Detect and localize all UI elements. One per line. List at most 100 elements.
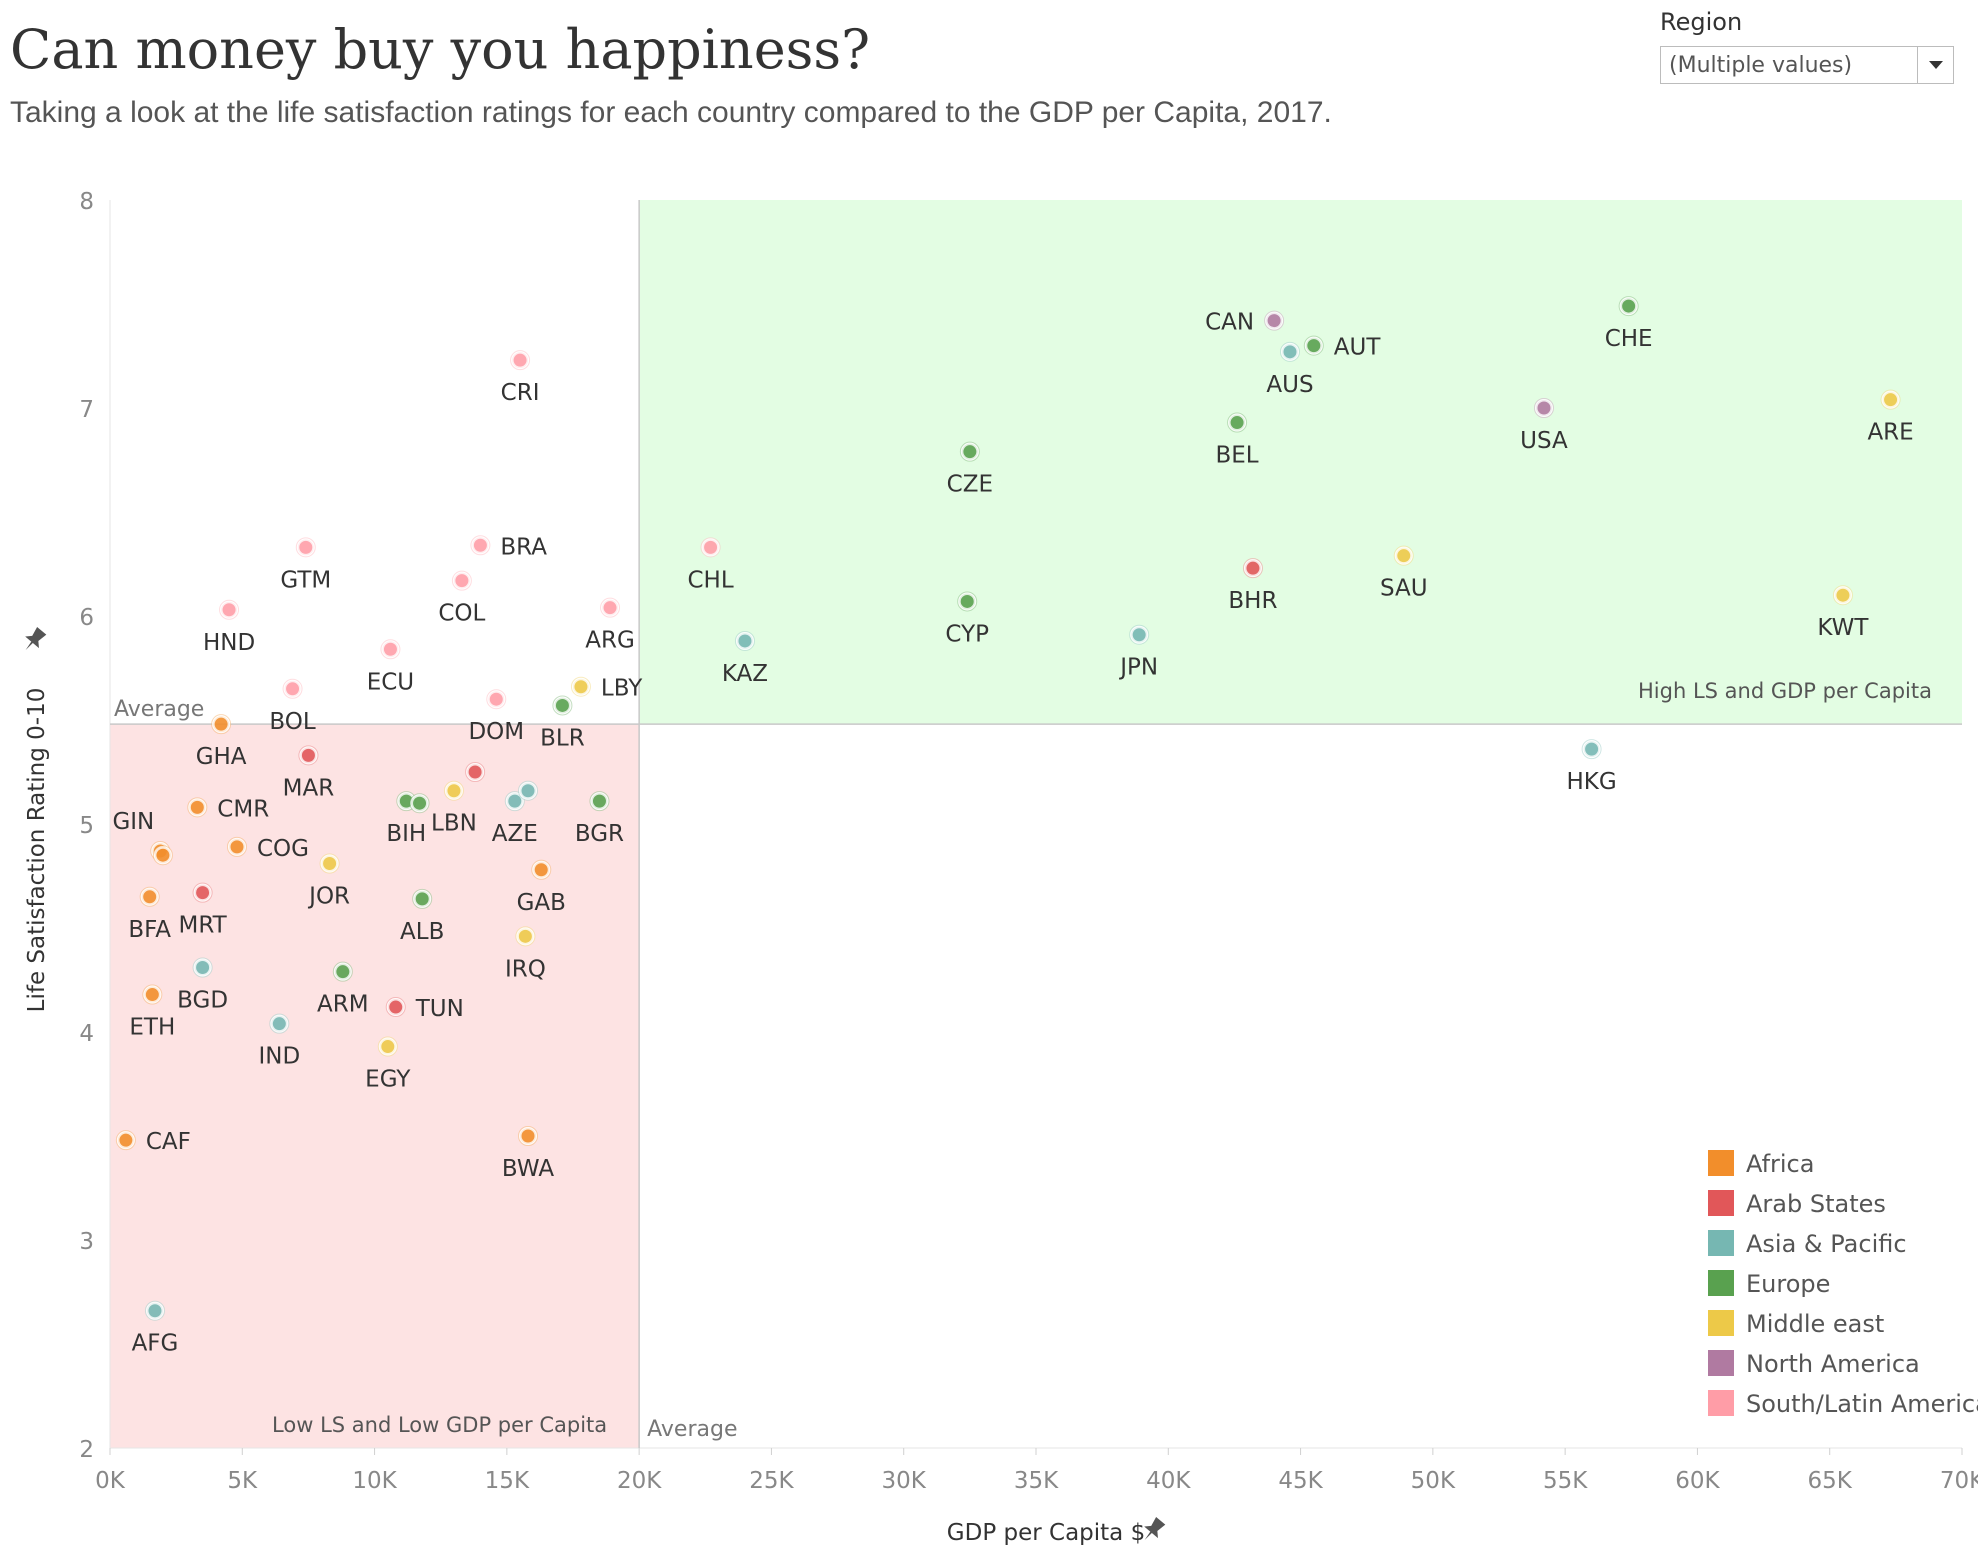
y-tick-label: 3 [79, 1229, 94, 1255]
data-point [219, 600, 239, 620]
data-point [320, 854, 340, 874]
point-label: COL [438, 601, 485, 627]
data-point-halo [510, 350, 531, 371]
data-point [1881, 390, 1901, 410]
data-point [515, 926, 535, 946]
data-point-halo [959, 441, 980, 462]
point-label: ARE [1867, 420, 1913, 446]
point-label: ECU [367, 669, 414, 695]
data-point-halo [142, 984, 163, 1005]
region-filter-value: (Multiple values) [1669, 53, 1853, 78]
point-label: AFG [132, 1331, 179, 1357]
data-point [193, 883, 213, 903]
x-tick-label: 30K [882, 1468, 927, 1494]
x-tick-label: 5K [227, 1468, 258, 1494]
data-point [518, 781, 538, 801]
data-point-halo [443, 780, 464, 801]
point-label: HKG [1566, 769, 1616, 795]
data-point-halo [570, 676, 591, 697]
data-point [1304, 336, 1324, 356]
point-label: DOM [468, 719, 524, 745]
data-point [142, 985, 162, 1005]
y-average-label: Average [114, 697, 204, 722]
y-tick-label: 7 [79, 397, 94, 423]
data-point [1582, 739, 1602, 759]
point-label: BGD [177, 988, 228, 1014]
data-point [386, 997, 406, 1017]
y-tick-label: 4 [79, 1021, 94, 1047]
point-label: GHA [196, 744, 247, 770]
x-tick-label: 25K [749, 1468, 794, 1494]
data-point [960, 442, 980, 462]
region-filter-dropdown[interactable]: (Multiple values) [1660, 46, 1954, 84]
data-point [269, 1014, 289, 1034]
data-point-halo [1581, 739, 1602, 760]
x-average-label: Average [647, 1417, 737, 1442]
page-title: Can money buy you happiness? [10, 18, 871, 81]
pin-icon [25, 626, 47, 650]
chevron-down-icon[interactable] [1917, 47, 1953, 83]
point-label: CMR [217, 796, 269, 822]
point-label: CYP [945, 621, 989, 647]
data-point-halo [518, 780, 539, 801]
data-point-halo [192, 957, 213, 978]
data-point [589, 791, 609, 811]
data-point-halo [385, 997, 406, 1018]
data-point [1264, 311, 1284, 331]
x-tick-label: 50K [1411, 1468, 1456, 1494]
data-point [1280, 342, 1300, 362]
x-tick-label: 40K [1146, 1468, 1191, 1494]
pin-icon [1144, 1516, 1166, 1540]
legend-label: Arab States [1746, 1190, 1886, 1218]
data-point [380, 639, 400, 659]
point-label: ALB [400, 919, 444, 945]
point-label: CAF [146, 1129, 191, 1155]
data-point-halo [1227, 412, 1248, 433]
data-point-halo [518, 1126, 539, 1146]
point-label: BIH [386, 821, 426, 847]
point-label: GAB [517, 890, 566, 916]
data-point [211, 714, 231, 734]
data-point-halo [1303, 335, 1324, 356]
data-point [1833, 585, 1853, 605]
data-point-halo [211, 714, 232, 735]
data-point-halo [1393, 545, 1414, 566]
data-point-halo [451, 570, 472, 591]
x-tick-label: 10K [352, 1468, 397, 1494]
point-label: ARG [585, 628, 635, 654]
point-label: BOL [269, 709, 315, 735]
point-label: JPN [1118, 655, 1158, 681]
data-point-halo [470, 535, 491, 556]
data-point-halo [486, 689, 507, 710]
data-point [116, 1130, 136, 1150]
data-point-halo [226, 836, 247, 857]
data-point-halo [282, 678, 303, 699]
legend-swatch [1708, 1390, 1734, 1416]
point-label: ETH [129, 1015, 175, 1041]
point-label: CRI [501, 380, 540, 406]
point-label: AUS [1266, 372, 1313, 398]
data-point [444, 781, 464, 801]
data-point [531, 860, 551, 880]
legend-label: Asia & Pacific [1746, 1230, 1907, 1258]
data-point-halo [600, 597, 621, 618]
data-point-halo [409, 793, 430, 814]
x-tick-label: 15K [485, 1468, 530, 1494]
x-tick-label: 55K [1543, 1468, 1588, 1494]
data-point [1619, 296, 1639, 316]
data-point-halo [734, 630, 755, 651]
data-point [957, 591, 977, 611]
legend-label: Middle east [1746, 1310, 1884, 1338]
high-quadrant-label: High LS and GDP per Capita [1638, 679, 1932, 703]
data-point [412, 889, 432, 909]
y-tick-label: 8 [79, 189, 94, 215]
low-quadrant-label: Low LS and Low GDP per Capita [272, 1413, 607, 1437]
data-point-halo [192, 882, 213, 903]
y-tick-label: 6 [79, 605, 94, 631]
x-tick-label: 65K [1808, 1468, 1853, 1494]
data-point [1129, 625, 1149, 645]
data-point [452, 571, 472, 591]
x-tick-label: 0K [95, 1468, 126, 1494]
legend-label: North America [1746, 1350, 1920, 1378]
data-point-halo [1242, 558, 1263, 579]
